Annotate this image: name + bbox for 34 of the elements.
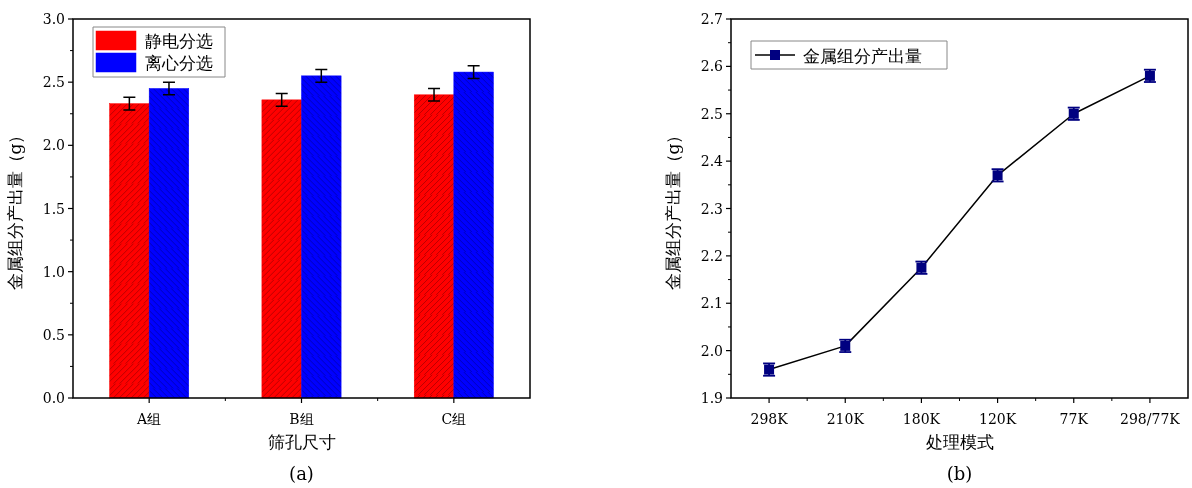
x-tick-label: 120K: [978, 411, 1017, 427]
x-tick-label: 77K: [1059, 411, 1089, 427]
y-tick-label: 2.6: [700, 58, 724, 75]
text: (a): [289, 463, 314, 484]
y-tick-label: 2.5: [700, 105, 723, 122]
y-tick-label: 3.0: [42, 11, 65, 27]
text: (b): [946, 463, 973, 484]
x-axis-title: 筛孔尺寸: [267, 432, 336, 452]
y-tick-label: 1.5: [42, 200, 65, 217]
y-tick-label: 1.0: [42, 263, 65, 280]
y-axis-title: 金属组分产出量（g）: [663, 126, 683, 291]
x-tick-label: 298K: [750, 411, 789, 427]
y-tick-label: 2.0: [42, 137, 65, 154]
y-tick-label: 1.9: [700, 390, 723, 406]
x-tick-label: 180K: [902, 411, 941, 427]
legend-label: 金属组分产出量: [803, 46, 922, 66]
y-tick-label: 2.5: [42, 74, 65, 91]
y-tick-label: 2.4: [700, 153, 724, 170]
x-tick-label: 298/77K: [1120, 411, 1181, 427]
y-axis-title: 金属组分产出量（g）: [5, 126, 25, 291]
x-tick-label: C组: [441, 411, 467, 427]
legend-label: 离心分选: [145, 53, 213, 73]
x-tick-label: B组: [289, 411, 314, 427]
x-axis-title: 处理模式: [925, 432, 994, 452]
y-tick-label: 2.7: [700, 11, 723, 27]
y-tick-label: 2.1: [700, 295, 723, 312]
y-tick-label: 0.0: [42, 390, 65, 406]
y-tick-label: 2.0: [700, 342, 723, 359]
y-tick-label: 2.2: [700, 247, 723, 264]
y-tick-label: 2.3: [700, 200, 723, 217]
y-tick-label: 0.5: [42, 326, 65, 343]
x-tick-label: 210K: [826, 411, 865, 427]
x-tick-label: A组: [136, 411, 162, 427]
legend-label: 静电分选: [145, 31, 213, 51]
